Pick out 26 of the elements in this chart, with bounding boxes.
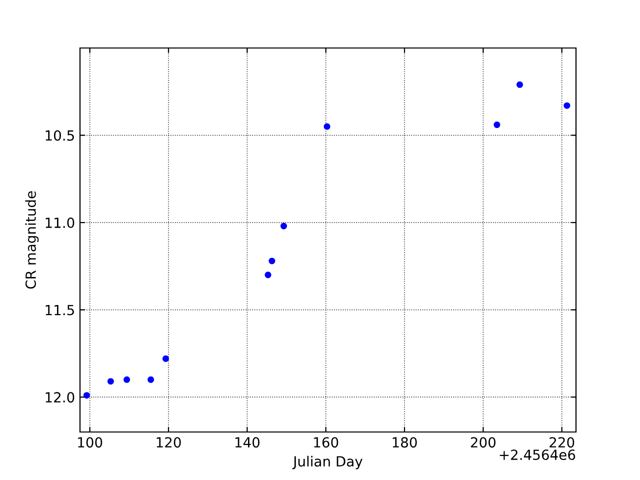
point (124, 376, 130, 383)
x-tick-label: 140 (235, 437, 260, 448)
point (264, 272, 272, 278)
x-tick-label: 200 (470, 437, 496, 448)
point (324, 123, 330, 130)
x-axis-title: Julian Day (292, 456, 362, 470)
x-tick-label: 180 (392, 437, 417, 448)
point (494, 122, 500, 128)
point (83, 392, 90, 399)
point (564, 102, 570, 109)
point (280, 222, 288, 230)
point (107, 378, 114, 385)
x-tick-label: 160 (314, 437, 338, 448)
point (268, 258, 276, 264)
point (516, 81, 524, 88)
y-tick-label: 10.5 (46, 130, 74, 141)
x-tick-label: 100 (78, 437, 102, 448)
point (162, 355, 170, 362)
y-tick-label: 11.5 (46, 304, 74, 316)
y-axis-title: CR magnitude (25, 191, 39, 289)
x-tick-label: 220 (550, 437, 574, 448)
y-tick-label: 12.0 (46, 392, 74, 403)
y-tick-label: 11.0 (46, 218, 74, 228)
text: +2.4564e6 (500, 450, 576, 460)
x-tick-label: 120 (156, 437, 181, 448)
point (148, 376, 154, 383)
